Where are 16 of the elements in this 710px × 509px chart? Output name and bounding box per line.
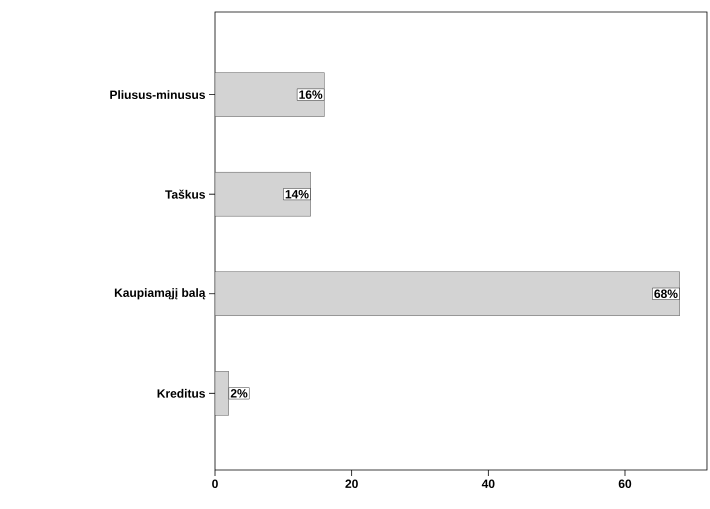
x-tick-label: 0	[212, 480, 218, 488]
x-tick-label: 20	[345, 480, 358, 488]
x-tick-label: 40	[482, 480, 495, 488]
bar	[214, 371, 229, 416]
bar	[214, 272, 680, 316]
data-label: 16%	[299, 90, 322, 99]
y-tick-label: Kaupiamąjį balą	[114, 288, 206, 300]
bar	[214, 72, 325, 117]
data-label: 68%	[654, 290, 678, 298]
bar	[214, 172, 311, 216]
data-label: 14%	[286, 190, 309, 198]
y-tick-label: Kreditus	[158, 388, 205, 398]
y-tick-label: Taškus	[165, 190, 205, 199]
x-tick-label: 60	[618, 480, 632, 488]
data-label: 2%	[230, 389, 248, 398]
y-tick-label: Pliusus-minusus	[110, 90, 205, 100]
